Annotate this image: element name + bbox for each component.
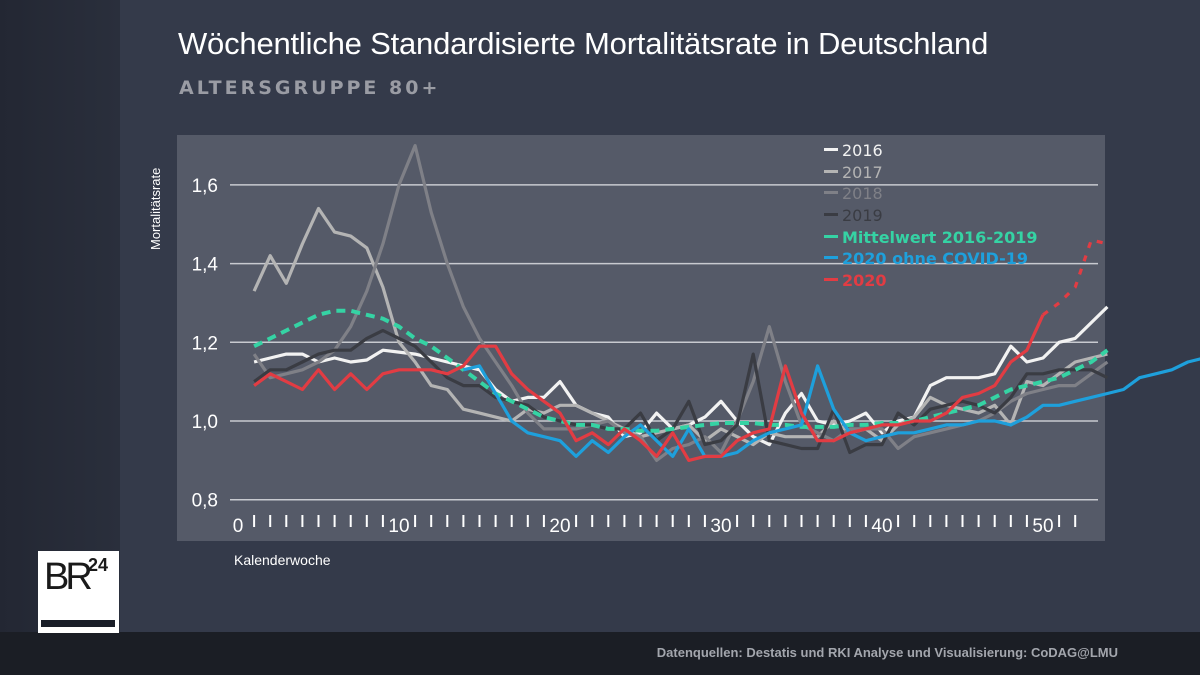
legend-swatch: [824, 278, 838, 282]
legend-swatch: [824, 213, 838, 217]
legend-swatch: [824, 169, 838, 173]
y-tick-label: 1,0: [192, 412, 218, 433]
data-series: [252, 144, 1200, 462]
series-line-2020-ohne-covid-19: [463, 357, 1200, 458]
x-tick-label: 50: [1032, 516, 1053, 537]
legend-item-2020-ohne-covid[interactable]: 2020 ohne COVID-19: [824, 248, 1037, 270]
legend-swatch: [824, 191, 838, 195]
chart-title: Wöchentliche Standardisierte Mortalitäts…: [178, 26, 989, 61]
legend-label: 2020 ohne COVID-19: [842, 249, 1029, 269]
x-tick-label: 10: [388, 516, 409, 537]
legend-label: Mittelwert 2016-2019: [842, 227, 1038, 247]
logo-superscript: 24: [88, 555, 109, 575]
chart-subtitle: ALTERSGRUPPE 80+: [179, 77, 441, 99]
legend-swatch: [824, 148, 838, 151]
legend: 2016 2017 2018 2019 Mittelwert 2016-2019…: [824, 140, 1037, 292]
x-tick-label: 20: [549, 516, 570, 537]
y-tick-label: 1,2: [192, 333, 218, 354]
legend-item-mittelwert[interactable]: Mittelwert 2016-2019: [824, 227, 1037, 249]
y-tick-label: 0,8: [192, 491, 218, 512]
legend-item-2018[interactable]: 2018: [824, 183, 1037, 205]
x-tick-label: 0: [233, 516, 244, 537]
y-tick-labels: 0,8 1,0 1,2 1,4 1,6: [192, 176, 219, 512]
legend-item-2019[interactable]: 2019: [824, 205, 1037, 227]
br24-logo: BR 24: [38, 551, 119, 633]
legend-label: 2019: [842, 206, 883, 226]
x-tick-labels: 0 10 20 30 40 50: [233, 515, 1077, 537]
x-tick-label: 40: [871, 516, 892, 537]
x-axis-label: Kalenderwoche: [234, 552, 331, 568]
y-tick-label: 1,6: [192, 176, 218, 197]
legend-swatch: [824, 256, 838, 260]
x-tick-label: 30: [710, 516, 731, 537]
footer-bar: [0, 632, 1200, 675]
legend-item-2016[interactable]: 2016: [824, 140, 1037, 162]
legend-label: 2020: [842, 271, 887, 291]
logo-text: BR: [44, 556, 93, 598]
legend-item-2017[interactable]: 2017: [824, 162, 1037, 184]
series-line-2019: [253, 328, 1109, 455]
left-background-strip: [0, 0, 120, 632]
legend-label: 2016: [842, 141, 883, 160]
legend-label: 2018: [842, 184, 883, 204]
source-credit: Datenquellen: Destatis und RKI Analyse u…: [656, 645, 1118, 660]
legend-swatch: [824, 234, 838, 238]
plot-area: [177, 135, 1105, 541]
series-line-2020: [253, 314, 1045, 462]
logo-bar: [41, 620, 115, 627]
series-line-mittelwert-2016-2019: [253, 308, 1109, 433]
legend-item-2020[interactable]: 2020: [824, 270, 1037, 292]
series-line-2020-vorl-ufig-: [1042, 238, 1108, 317]
y-tick-label: 1,4: [192, 255, 219, 276]
legend-label: 2017: [842, 162, 883, 182]
